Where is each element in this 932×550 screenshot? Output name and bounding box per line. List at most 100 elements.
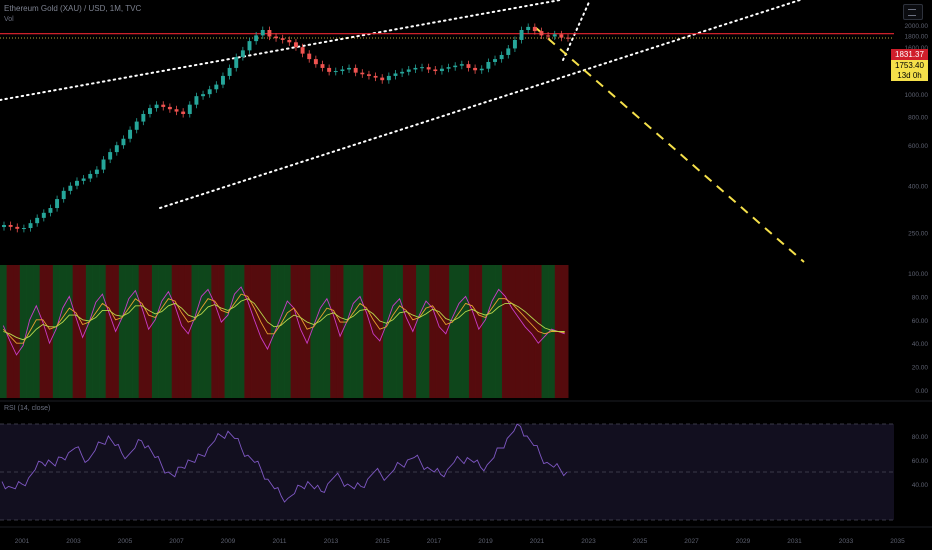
stoch-bg-stripe bbox=[343, 265, 351, 398]
stoch-bg-stripe bbox=[310, 265, 318, 398]
candle-body bbox=[287, 39, 292, 43]
candle-body bbox=[128, 129, 133, 139]
candle-body bbox=[473, 67, 478, 71]
stoch-bg-stripe bbox=[363, 265, 371, 398]
candle-body bbox=[227, 67, 232, 76]
stoch-bg-stripe bbox=[561, 265, 569, 398]
rsi-axis-label: 40.00 bbox=[912, 482, 929, 489]
stoch-bg-stripe bbox=[495, 265, 503, 398]
stoch-bg-stripe bbox=[297, 265, 305, 398]
time-axis-label: 2007 bbox=[169, 538, 184, 545]
candle-body bbox=[267, 30, 272, 37]
candle-body bbox=[28, 223, 33, 229]
candle-body bbox=[174, 109, 179, 112]
price-axis-label: 1600.00 bbox=[905, 45, 929, 52]
stoch-bg-stripe bbox=[277, 265, 285, 398]
fullscreen-button[interactable] bbox=[903, 4, 923, 20]
resistance-price-tag: 1831.37 bbox=[891, 49, 928, 60]
rsi-axis-label: 80.00 bbox=[912, 434, 929, 441]
candle-body bbox=[247, 41, 252, 51]
candle-body bbox=[15, 226, 20, 229]
stoch-bg-stripe bbox=[475, 265, 483, 398]
time-axis-label: 2009 bbox=[221, 538, 236, 545]
price-axis-label: 1800.00 bbox=[905, 33, 929, 40]
stoch-bg-stripe bbox=[449, 265, 457, 398]
candle-body bbox=[360, 72, 365, 75]
candle-body bbox=[88, 173, 93, 179]
stoch-bg-stripe bbox=[59, 265, 67, 398]
candle-body bbox=[493, 59, 497, 62]
projection-dashed-line bbox=[535, 27, 805, 263]
stoch-bg-stripe bbox=[422, 265, 430, 398]
stoch-bg-stripe bbox=[402, 265, 410, 398]
rsi-series-line bbox=[1, 423, 568, 503]
candle-body bbox=[320, 64, 325, 68]
candle-body bbox=[499, 54, 504, 60]
candle-body bbox=[35, 217, 40, 224]
stoch-bg-stripe bbox=[165, 265, 173, 398]
symbol-legend[interactable]: Ethereum Gold (XAU) / USD, 1M, TVC bbox=[4, 4, 142, 13]
candle-body bbox=[8, 225, 13, 227]
time-axis-label: 2005 bbox=[118, 538, 133, 545]
candle-body bbox=[293, 42, 298, 48]
candle-body bbox=[466, 64, 471, 68]
candle-body bbox=[148, 108, 152, 114]
stoch-bg-stripe bbox=[99, 265, 107, 398]
candle-body bbox=[55, 199, 60, 209]
stoch-bg-stripe bbox=[85, 265, 93, 398]
stoch-bg-stripe bbox=[52, 265, 60, 398]
stoch-bg-stripe bbox=[79, 265, 87, 398]
price-axis-label: 400.00 bbox=[908, 184, 928, 191]
candle-body bbox=[201, 94, 206, 97]
stoch-bg-stripe bbox=[488, 265, 496, 398]
price-axis-label: 800.00 bbox=[908, 114, 928, 121]
stoch-bg-stripe bbox=[336, 265, 344, 398]
stoch-bg-stripe bbox=[158, 265, 166, 398]
time-axis-label: 2033 bbox=[839, 538, 854, 545]
stoch-bg-stripe bbox=[211, 265, 219, 398]
stoch-bg-stripe bbox=[442, 265, 450, 398]
candle-body bbox=[526, 26, 531, 31]
stoch-bg-stripe bbox=[383, 265, 391, 398]
stoch-bg-stripe bbox=[257, 265, 265, 398]
candle-body bbox=[234, 57, 239, 68]
stoch-series-line bbox=[3, 298, 565, 341]
stoch-axis-label: 80.00 bbox=[912, 294, 929, 301]
time-axis-label: 2011 bbox=[273, 538, 287, 545]
stoch-bg-stripe bbox=[541, 265, 549, 398]
candle-body bbox=[274, 36, 279, 39]
candle-body bbox=[453, 65, 458, 68]
candle-body bbox=[181, 111, 186, 114]
candle-body bbox=[134, 121, 139, 130]
candle-body bbox=[81, 178, 86, 181]
stoch-bg-stripe bbox=[356, 265, 364, 398]
stoch-bg-stripe bbox=[369, 265, 377, 398]
volume-legend[interactable]: Vol bbox=[4, 16, 14, 23]
stoch-bg-stripe bbox=[204, 265, 212, 398]
candle-body bbox=[386, 75, 391, 81]
candle-body bbox=[512, 39, 517, 49]
stoch-bg-stripe bbox=[270, 265, 278, 398]
stoch-bg-stripe bbox=[482, 265, 490, 398]
stoch-bg-stripe bbox=[92, 265, 100, 398]
time-axis-label: 2029 bbox=[736, 538, 751, 545]
candle-body bbox=[459, 64, 464, 66]
candle-body bbox=[420, 67, 424, 69]
stoch-bg-stripe bbox=[13, 265, 21, 398]
stoch-bg-stripe bbox=[468, 265, 477, 398]
candle-body bbox=[426, 67, 431, 70]
candle-body bbox=[194, 96, 199, 105]
steep-trend-line bbox=[562, 0, 591, 61]
time-axis-label: 2031 bbox=[787, 538, 802, 545]
price-axis-label: 1000.00 bbox=[905, 92, 929, 99]
stoch-bg-stripe bbox=[317, 265, 325, 398]
stoch-bg-stripe bbox=[350, 265, 358, 398]
candle-body bbox=[446, 67, 451, 69]
candle-body bbox=[353, 67, 358, 73]
stoch-bg-stripe bbox=[528, 265, 536, 398]
rsi-legend[interactable]: RSI (14, close) bbox=[4, 405, 51, 412]
stoch-bg-stripe bbox=[46, 265, 54, 398]
candle-body bbox=[68, 185, 73, 191]
